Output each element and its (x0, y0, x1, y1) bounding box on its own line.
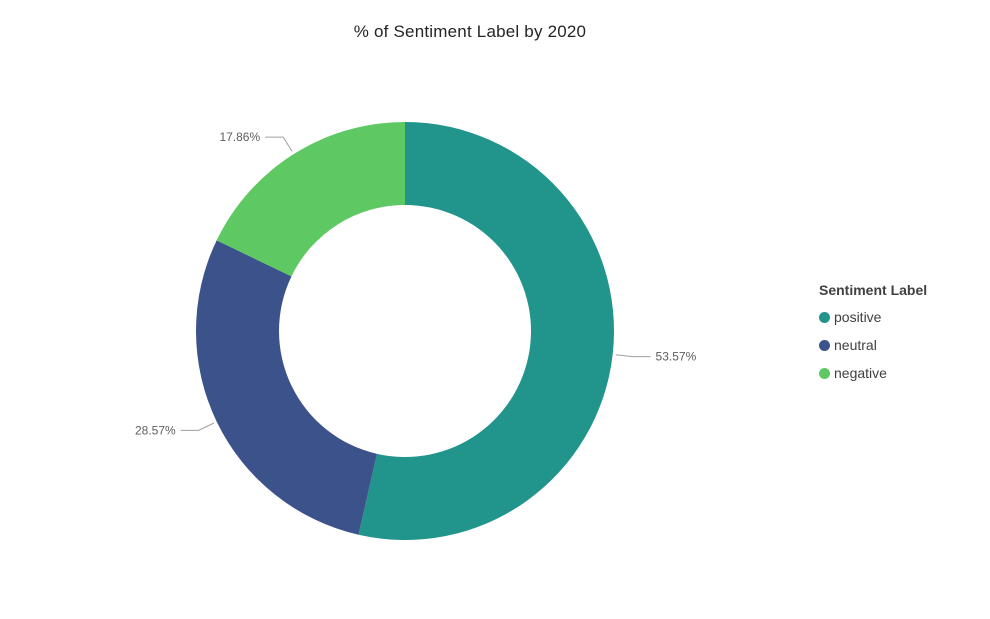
legend-item-neutral[interactable]: neutral (819, 331, 927, 359)
legend-items: positive neutral negative (819, 303, 927, 387)
leader-line-positive (615, 354, 651, 358)
leader-line-negative (265, 136, 293, 152)
slice-neutral[interactable] (196, 240, 377, 535)
legend-dot-icon (819, 367, 830, 379)
legend: Sentiment Label positive neutral negative (819, 282, 927, 387)
donut-slices (196, 121, 615, 540)
data-labels: 53.57% 28.57% 17.86% (135, 130, 697, 437)
data-label-negative: 17.86% (219, 130, 260, 144)
legend-dot-icon (819, 311, 830, 323)
data-label-positive: 53.57% (656, 350, 697, 364)
legend-label: neutral (834, 337, 877, 353)
leader-line-neutral (180, 422, 215, 431)
chart-title: % of Sentiment Label by 2020 (353, 22, 587, 41)
legend-label: negative (834, 365, 887, 381)
legend-dot-icon (819, 339, 830, 351)
legend-title: Sentiment Label (819, 282, 928, 298)
legend-item-positive[interactable]: positive (819, 303, 927, 331)
slice-positive[interactable] (358, 122, 615, 540)
data-label-neutral: 28.57% (135, 423, 176, 437)
legend-label: positive (834, 309, 882, 325)
slice-negative[interactable] (216, 121, 405, 277)
legend-item-negative[interactable]: negative (819, 359, 927, 387)
